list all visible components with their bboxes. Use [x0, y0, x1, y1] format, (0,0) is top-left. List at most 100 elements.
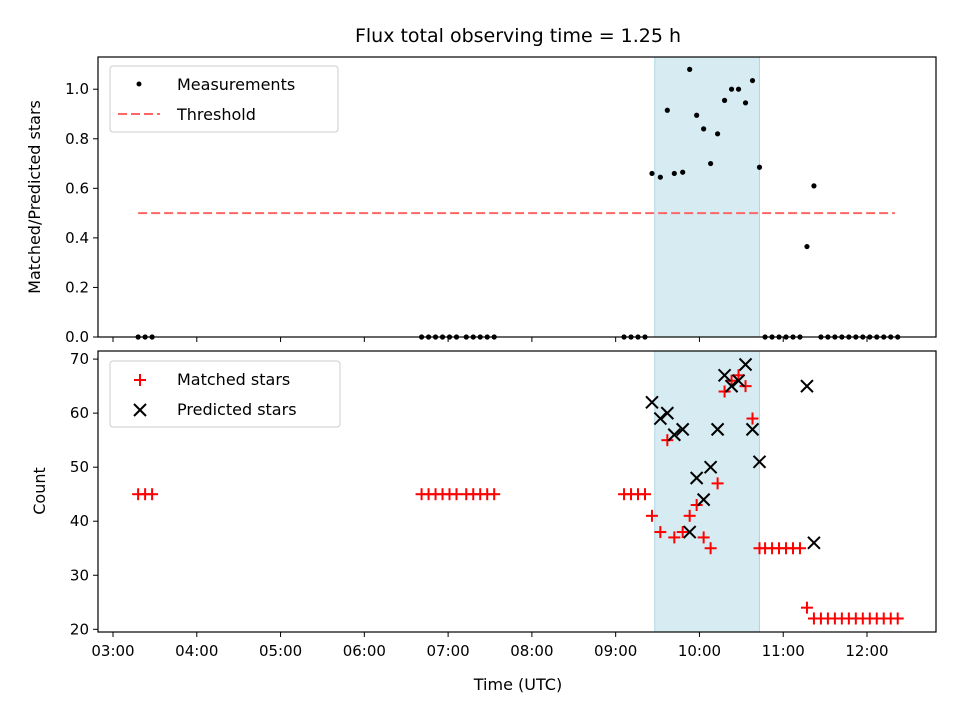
y-tick-label: 20: [70, 620, 89, 638]
bottom-panel-y-ticks: 20 30 40 50 60 70: [70, 350, 98, 638]
top-panel-frame: [97, 56, 937, 338]
bottom-panel-legend: Matched stars Predicted stars: [109, 360, 341, 428]
matched-star-point: [800, 601, 813, 614]
predicted-star-point: [800, 379, 814, 393]
y-tick-label: 70: [70, 350, 89, 368]
predicted-star-point: [703, 460, 718, 474]
matched-star-point: [488, 488, 501, 501]
x-tick-label: 03:00: [91, 642, 134, 660]
matched-star-point: [638, 488, 651, 501]
measurement-point: [694, 112, 700, 118]
y-tick-label: 60: [70, 404, 89, 422]
measurement-point: [804, 243, 810, 250]
legend-box: [109, 360, 341, 428]
legend-measurements-marker: [136, 81, 142, 87]
legend-matched-label: Matched stars: [177, 370, 290, 389]
predicted-star-point: [752, 455, 767, 469]
matched-star-point: [739, 380, 752, 393]
legend-predicted-label: Predicted stars: [177, 400, 297, 419]
matched-star-point: [661, 434, 674, 447]
y-tick-label: 40: [70, 512, 89, 530]
bottom-panel-observing-window: [654, 350, 760, 633]
predicted-star-point: [667, 428, 682, 442]
measurement-point: [649, 170, 655, 177]
matched-star-point: [668, 531, 681, 544]
matched-star-point: [891, 612, 904, 625]
x-axis-label: Time (UTC): [473, 675, 562, 694]
measurement-point: [742, 100, 749, 106]
predicted-star-point: [731, 374, 746, 388]
matched-star-point: [697, 531, 710, 544]
bottom-panel-frame: [97, 350, 937, 633]
measurement-point: [749, 77, 756, 84]
matched-star-point: [683, 509, 696, 522]
measurement-point: [687, 66, 693, 72]
matched-star-point: [793, 542, 806, 555]
matched-star-point: [690, 499, 703, 512]
measurement-point: [701, 126, 707, 132]
matched-star-point: [146, 488, 159, 501]
top-panel-legend: Measurements Threshold: [109, 65, 339, 133]
predicted-star-point: [738, 357, 753, 372]
predicted-star-point: [807, 536, 821, 550]
matched-star-point: [645, 509, 658, 522]
measurement-point: [714, 131, 721, 137]
measurement-point: [811, 183, 817, 189]
legend-measurements-label: Measurements: [177, 75, 295, 94]
measurement-point: [680, 169, 686, 175]
x-tick-label: 12:00: [845, 642, 888, 660]
chart-title: Flux total observing time = 1.25 h: [355, 25, 681, 47]
matched-star-point: [676, 526, 689, 539]
matched-star-point: [746, 412, 759, 425]
star-count-points: [132, 357, 904, 625]
y-tick-label: 30: [70, 566, 89, 584]
y-tick-label: 1.0: [65, 80, 89, 98]
top-panel: 0.0 0.2 0.4 0.6 0.8 1.0 Matched/Predicted sta…: [25, 56, 937, 346]
measurement-point: [721, 97, 728, 103]
predicted-star-point: [745, 422, 760, 437]
x-tick-label: 04:00: [175, 642, 218, 660]
top-panel-y-label: Matched/Predicted stars: [25, 100, 44, 294]
measurement-point: [708, 160, 714, 167]
measurement-point: [657, 174, 663, 180]
predicted-star-point: [682, 525, 697, 539]
y-tick-label: 50: [70, 458, 89, 476]
measurement-point: [756, 164, 763, 170]
legend-predicted-marker: [133, 403, 147, 417]
x-tick-label: 06:00: [343, 642, 386, 660]
x-tick-label: 09:00: [594, 642, 637, 660]
predicted-star-point: [710, 422, 725, 437]
y-tick-label: 0.6: [65, 179, 89, 197]
measurement-point: [728, 86, 735, 92]
measurement-point: [664, 107, 670, 113]
matched-star-point: [704, 542, 717, 555]
x-tick-label: 11:00: [762, 642, 805, 660]
x-tick-label: 07:00: [426, 642, 469, 660]
top-panel-y-ticks: 0.0 0.2 0.4 0.6 0.8 1.0: [65, 80, 98, 346]
predicted-star-point: [645, 395, 659, 410]
bottom-panel-y-label: Count: [30, 467, 49, 515]
predicted-star-point: [653, 411, 668, 426]
bottom-panel-x-ticks: 03:00 04:00 05:00 06:00 07:00 08:00 09:00 10:00…: [91, 632, 889, 660]
matched-star-point: [654, 526, 667, 539]
predicted-star-point: [689, 471, 704, 485]
matched-star-point: [711, 477, 724, 490]
measurement-point: [735, 86, 742, 92]
predicted-star-point: [675, 422, 690, 437]
x-tick-label: 10:00: [678, 642, 721, 660]
y-tick-label: 0.2: [65, 278, 89, 296]
predicted-star-point: [717, 368, 732, 383]
legend-box: [109, 65, 339, 133]
bottom-panel: 20 30 40 50 60 70 03:00 04:00 05:00 06:00 07:00 08…: [30, 350, 937, 694]
legend-matched-marker: [134, 374, 146, 386]
legend-threshold-label: Threshold: [176, 105, 256, 124]
y-tick-label: 0.0: [65, 328, 89, 346]
top-panel-x-ticks: [112, 337, 868, 342]
predicted-star-point: [724, 379, 739, 393]
measurement-point: [671, 170, 677, 177]
matched-star-point: [718, 385, 731, 398]
x-tick-label: 05:00: [259, 642, 302, 660]
top-panel-observing-window: [654, 56, 760, 338]
y-tick-label: 0.8: [65, 130, 89, 148]
